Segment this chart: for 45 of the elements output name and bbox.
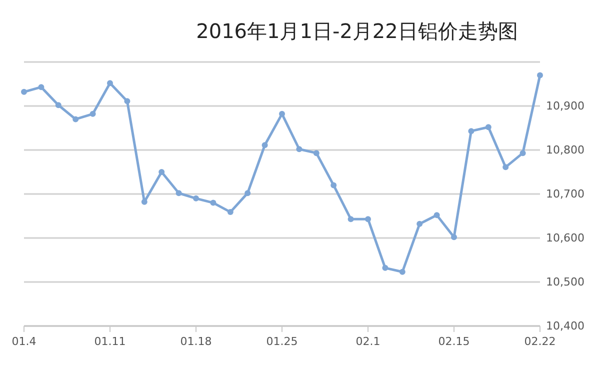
point [416, 220, 423, 227]
point [227, 209, 234, 216]
point [38, 84, 44, 90]
y-tick-label: 10,800 [546, 144, 584, 156]
y-tick-label: 10,400 [546, 320, 584, 332]
point [382, 264, 388, 271]
point [468, 128, 474, 134]
point [124, 98, 130, 104]
point [262, 142, 268, 148]
point [55, 102, 62, 108]
point [520, 150, 526, 156]
point [451, 234, 457, 240]
point [537, 72, 543, 78]
point [279, 110, 285, 117]
point [330, 182, 337, 188]
point [72, 116, 79, 122]
point [90, 110, 96, 117]
point [434, 212, 440, 218]
point [485, 124, 492, 130]
y-tick-label: 10,700 [546, 188, 584, 200]
point [244, 190, 251, 196]
point [348, 216, 354, 222]
x-tick-label: 02.15 [438, 335, 470, 348]
x-tick-label: 02.22 [524, 335, 556, 348]
point [365, 216, 371, 222]
y-tick-label: 10,600 [546, 232, 584, 244]
point [502, 164, 509, 170]
chart-title: 2016年1月1日-2月22日铝价走势图 [196, 19, 518, 43]
point [313, 150, 320, 156]
x-tick-label: 02.1 [356, 335, 380, 348]
y-tick-label: 10,500 [546, 276, 584, 288]
point [193, 195, 199, 202]
point [210, 200, 216, 206]
point [141, 198, 148, 205]
point [176, 190, 182, 196]
x-tick-label: 01.25 [266, 335, 298, 348]
point [158, 169, 165, 175]
point [296, 146, 302, 152]
x-tick-label: 01.4 [12, 335, 36, 348]
x-tick-label: 01.18 [180, 335, 212, 348]
point [21, 88, 27, 95]
point [399, 268, 406, 275]
point [107, 80, 113, 86]
y-tick-label: 10,900 [546, 100, 584, 112]
x-tick-label: 01.11 [94, 335, 126, 348]
